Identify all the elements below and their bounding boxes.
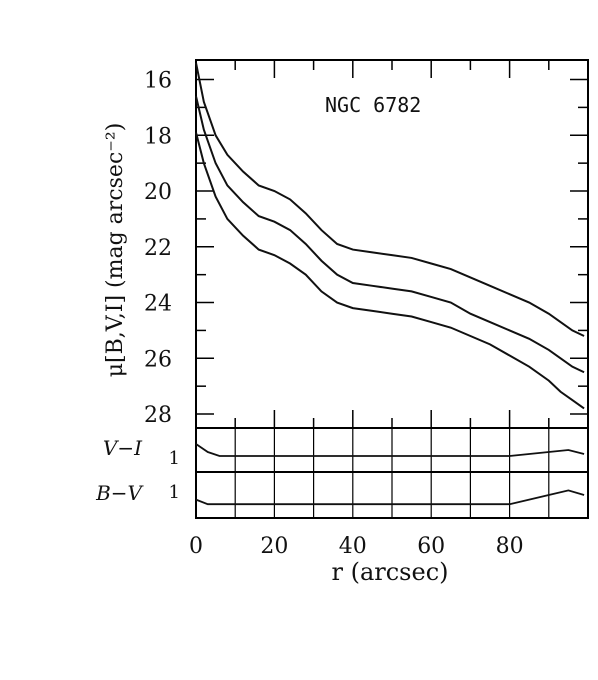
x-tick-label: 80 xyxy=(496,534,524,559)
vi-series-line xyxy=(195,443,585,457)
bv-tick-label: 1 xyxy=(169,482,180,503)
y-tick-label: 22 xyxy=(144,236,172,261)
bv-series-line xyxy=(195,489,585,506)
y-tick-label: 26 xyxy=(144,347,172,372)
x-tick-label: 40 xyxy=(339,534,367,559)
y-tick-label: 24 xyxy=(144,292,172,317)
x-tick-label: 0 xyxy=(189,534,203,559)
x-tick-label: 60 xyxy=(417,534,445,559)
vi-tick-label: 1 xyxy=(169,448,180,469)
x-tick-label: 20 xyxy=(260,534,288,559)
chart-title: NGC 6782 xyxy=(325,93,421,117)
y-tick-label: 20 xyxy=(144,180,172,205)
main-series-1-line xyxy=(195,62,585,337)
y-axis-label: μ[B,V,I] (mag arcsec⁻²) xyxy=(103,123,128,378)
y-tick-label: 16 xyxy=(144,69,172,94)
vi-axis-label: V−I xyxy=(103,436,143,460)
main-series-3-line xyxy=(195,132,585,410)
y-tick-label: 18 xyxy=(144,124,172,149)
bv-axis-label: B−V xyxy=(95,481,144,505)
y-tick-label: 28 xyxy=(144,403,172,428)
main-series-2-line xyxy=(195,96,585,374)
x-axis-label: r (arcsec) xyxy=(331,558,448,586)
